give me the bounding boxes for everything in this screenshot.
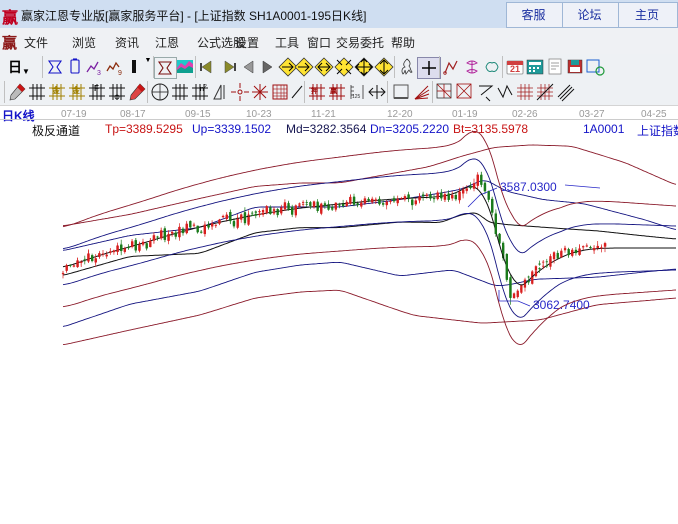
svg-text:3062.7400: 3062.7400: [533, 298, 590, 312]
svg-text:3587.0300: 3587.0300: [500, 180, 557, 194]
